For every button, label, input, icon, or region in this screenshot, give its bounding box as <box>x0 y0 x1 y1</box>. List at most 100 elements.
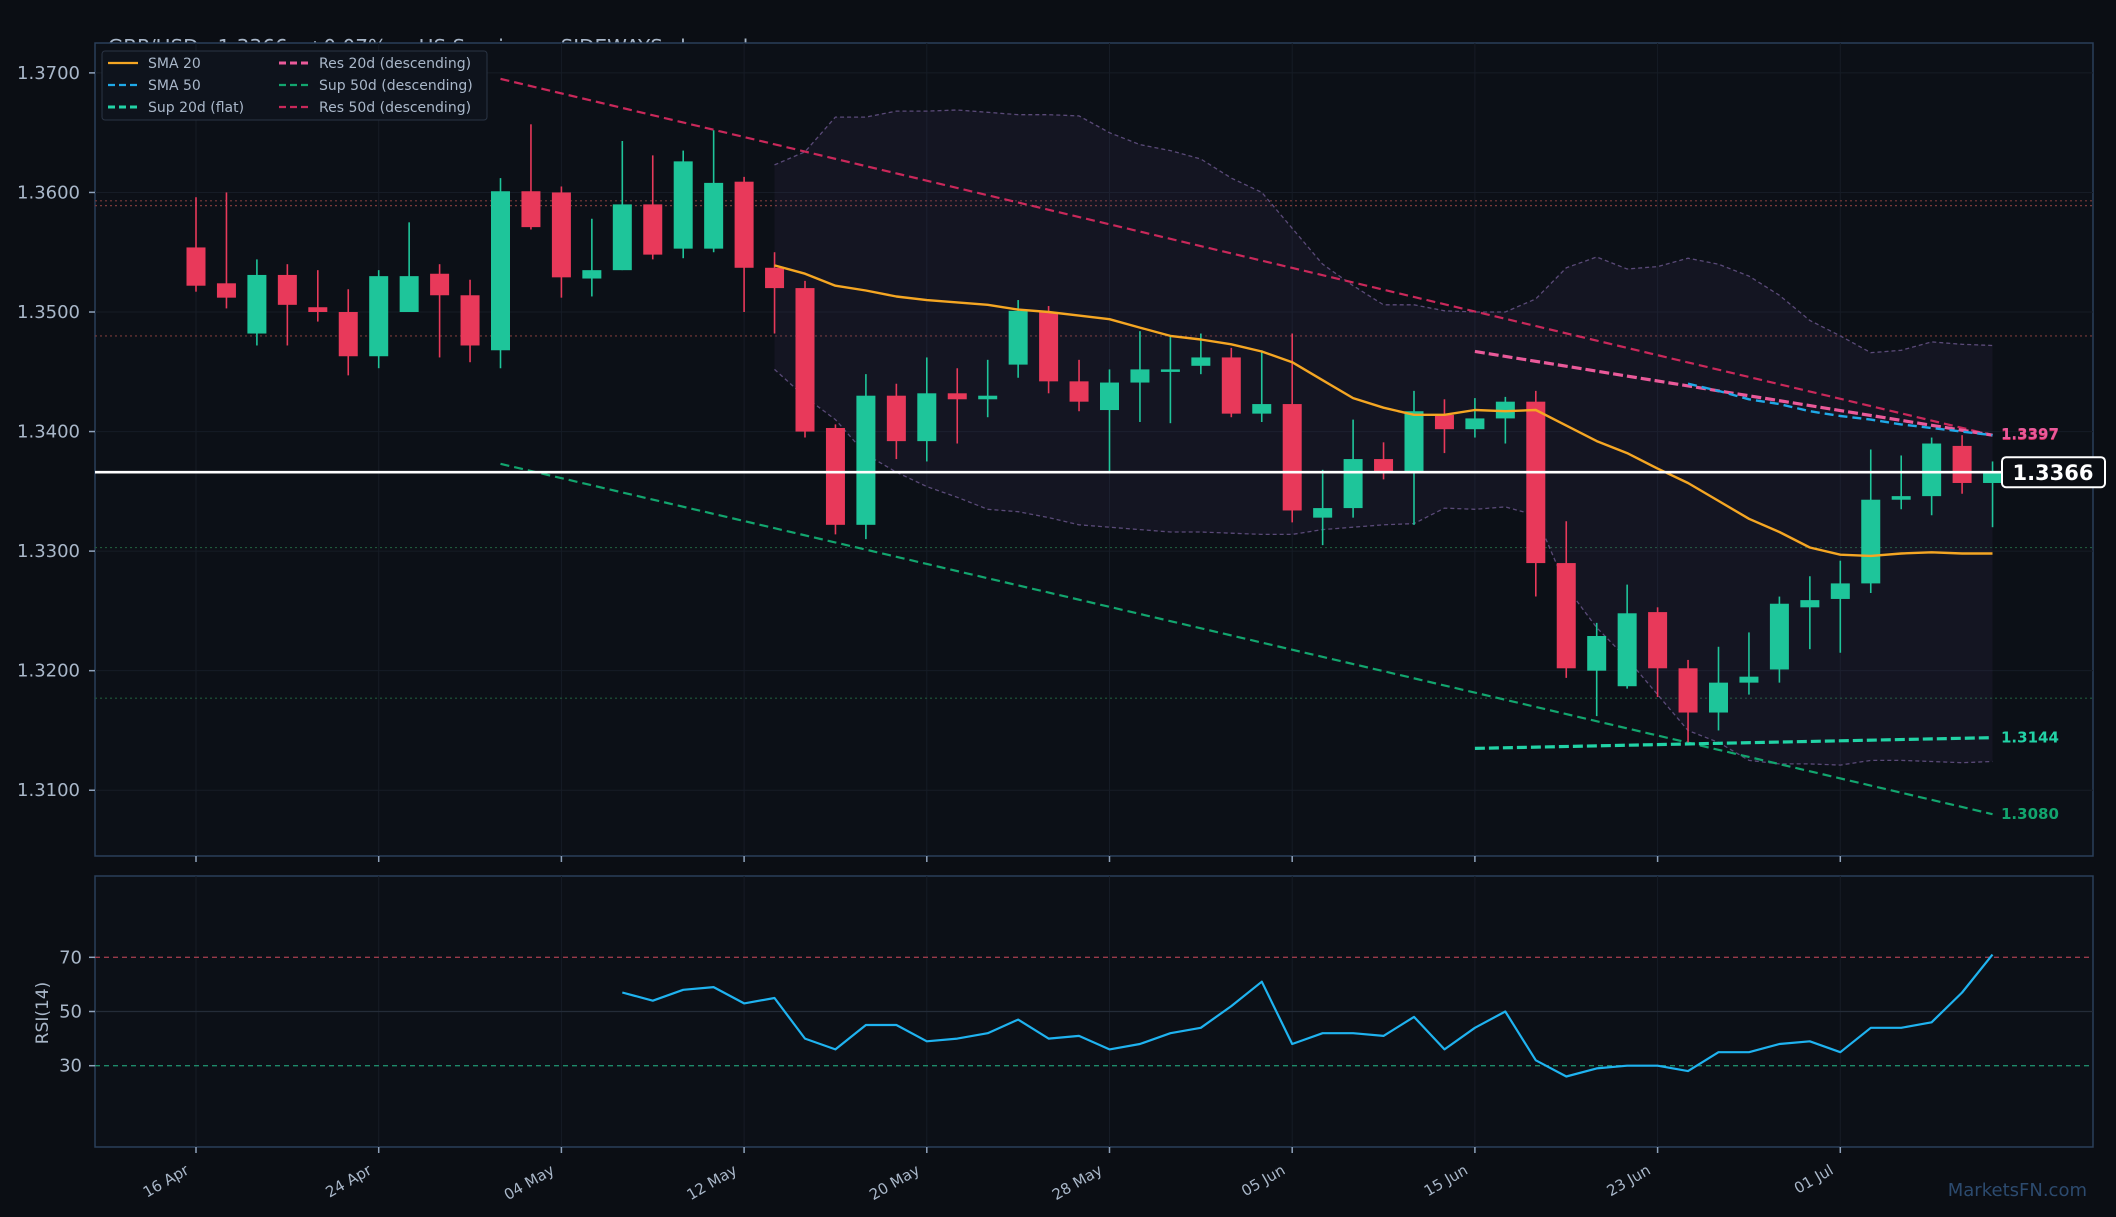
candle-body-down <box>1434 414 1454 430</box>
legend-label-sma50: SMA 50 <box>148 78 201 94</box>
last-price-tag <box>2001 456 2106 489</box>
candle-body-up <box>1830 583 1850 599</box>
y-tick-label: 1.3600 <box>17 182 80 203</box>
candle-body-up <box>1465 418 1485 430</box>
candle-body-down <box>643 204 663 255</box>
x-tick-label: 12 May <box>684 1161 741 1204</box>
x-tick-label: 28 May <box>1049 1161 1106 1204</box>
x-tick-label: 04 May <box>501 1161 558 1204</box>
candle-body-down <box>1374 459 1394 472</box>
candle-body-up <box>612 204 632 271</box>
candle-body-down <box>430 273 450 296</box>
legend-label-res20: Res 20d (descending) <box>319 56 471 72</box>
envelope-upper-line <box>774 109 1993 354</box>
y-tick-label: 1.3700 <box>17 63 80 84</box>
legend-label-sma20: SMA 20 <box>148 56 201 72</box>
legend-label-res50: Res 50d (descending) <box>319 100 471 116</box>
x-tick-label: 20 May <box>866 1161 923 1204</box>
candle-body-down <box>460 295 480 346</box>
candle-body-down <box>734 181 754 268</box>
candle-body-down <box>216 283 236 298</box>
candle-body-down <box>825 427 845 525</box>
legend-label-sup50: Sup 50d (descending) <box>319 78 473 94</box>
candle-body-down <box>947 393 967 400</box>
envelope-band-fill <box>774 110 1993 766</box>
candle-body-down <box>1069 381 1089 402</box>
rsi-line <box>622 953 1994 1078</box>
candle-body-up <box>1313 508 1333 518</box>
candle-body-down <box>1282 404 1302 511</box>
y-tick-label: 1.3400 <box>17 422 80 443</box>
candle-body-up <box>1130 369 1150 383</box>
rsi-y-tick-label: 70 <box>59 947 82 968</box>
candle-body-up <box>1100 382 1119 411</box>
candle-body-up <box>1739 676 1759 683</box>
sup50-end-label: 1.3080 <box>2001 805 2059 823</box>
res50-end-label: 1.3397 <box>2001 426 2059 444</box>
candle-body-down <box>551 192 571 278</box>
candle-body-up <box>917 393 937 442</box>
candle-body-up <box>704 182 724 249</box>
candle-body-down <box>795 288 815 432</box>
envelope-lower-line <box>774 368 1993 766</box>
candle-body-down <box>765 267 785 289</box>
candle-body-down <box>338 312 358 357</box>
x-tick-label: 01 Jul <box>1791 1161 1836 1198</box>
candle-body-up <box>1343 459 1363 509</box>
rsi-y-tick-label: 50 <box>59 1002 82 1023</box>
candle-body-up <box>1008 310 1028 365</box>
watermark: MarketsFN.com <box>1948 1180 2087 1201</box>
candle-body-down <box>277 274 297 305</box>
candle-body-up <box>1709 682 1728 713</box>
y-tick-label: 1.3200 <box>17 661 80 682</box>
x-tick-label: 23 Jun <box>1604 1161 1654 1200</box>
res20-trendline <box>1474 349 1993 437</box>
res50-trendline <box>500 77 1993 437</box>
candle-body-up <box>1983 472 2003 483</box>
y-tick-label: 1.3500 <box>17 302 80 323</box>
candle-body-down <box>1556 563 1576 669</box>
candle-body-up <box>1587 636 1607 671</box>
candle-body-up <box>369 276 389 357</box>
candle-body-up <box>1891 496 1911 500</box>
candle-body-down <box>886 395 906 442</box>
candle-body-up <box>1404 411 1424 472</box>
last-price-tag-label: 1.3366 <box>2012 461 2093 485</box>
res20-end-label: 1.3397 <box>2001 425 2059 443</box>
y-tick-label: 1.3300 <box>17 541 80 562</box>
candle-body-up <box>1617 613 1637 687</box>
sup50-trendline <box>500 462 1993 816</box>
x-tick-label: 16 Apr <box>140 1160 193 1201</box>
sma50-line <box>1687 382 1993 437</box>
candle-body-down <box>1678 668 1698 713</box>
legend-label-sup20: Sup 20d (flat) <box>148 100 244 116</box>
candle-body-up <box>1922 443 1942 497</box>
candle-body-down <box>1526 401 1546 564</box>
candle-body-down <box>1039 312 1059 382</box>
candle-body-up <box>673 161 693 249</box>
candle-body-up <box>1160 369 1180 372</box>
rsi-y-tick-label: 30 <box>59 1056 82 1077</box>
candle-body-up <box>247 274 267 334</box>
sup20-end-label: 1.3144 <box>2001 729 2059 747</box>
x-tick-label: 15 Jun <box>1421 1161 1471 1200</box>
price-panel: 1.3100 1.3200 1.3300 1.3400 1.3500 1.3600 1.37… <box>17 42 2106 857</box>
candle-body-down <box>521 191 541 228</box>
candle-body-down <box>1221 357 1241 414</box>
candle-body-up <box>1769 603 1789 670</box>
rsi-axis-label: RSI(14) <box>33 982 53 1045</box>
candle-body-up <box>1800 600 1820 608</box>
rsi-panel: 30 50 70 RSI(14) <box>33 875 2094 1148</box>
candle-body-up <box>491 191 510 351</box>
candle-body-up <box>1861 499 1881 584</box>
candle-body-up <box>1191 357 1211 366</box>
y-tick-label: 1.3100 <box>17 780 80 801</box>
candle-body-up <box>978 395 998 400</box>
x-tick-label: 24 Apr <box>323 1160 376 1201</box>
price-panel-frame <box>94 42 2094 857</box>
x-tick-label: 05 Jun <box>1238 1161 1288 1200</box>
sma20-line <box>774 264 1993 558</box>
candle-body-down <box>308 307 328 313</box>
candle-body-down <box>1952 445 1972 483</box>
candle-body-up <box>1252 404 1272 414</box>
